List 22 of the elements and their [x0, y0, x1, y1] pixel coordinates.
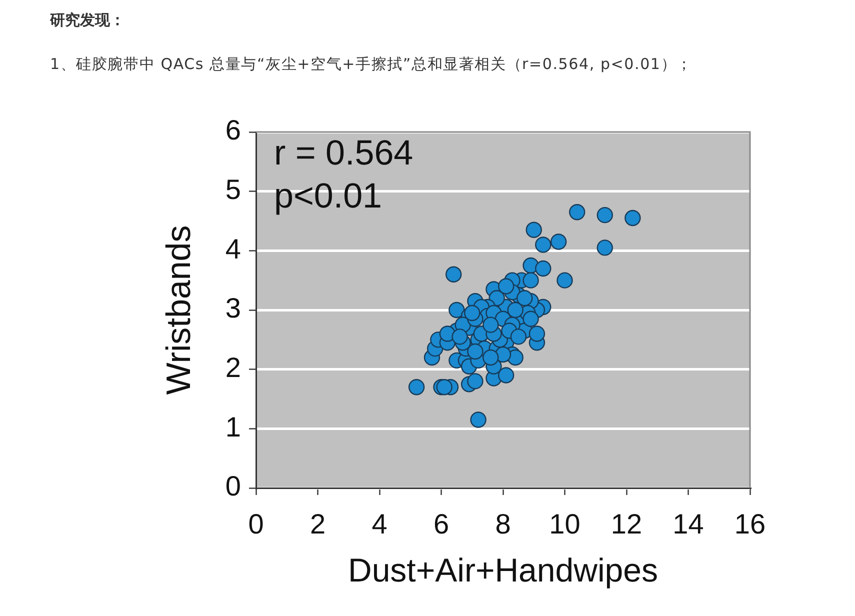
y-tick-label: 5 — [225, 174, 241, 206]
y-tick-label: 3 — [225, 292, 241, 324]
annotation: r = 0.564 — [274, 134, 414, 173]
y-tick-label: 6 — [225, 114, 241, 146]
x-tick-label: 12 — [610, 508, 642, 540]
y-tick-label: 0 — [225, 470, 241, 502]
x-tick-label: 8 — [495, 508, 511, 540]
y-tick-label: 2 — [225, 352, 241, 384]
text: 研究发现： — [50, 11, 125, 30]
x-tick-label: 6 — [433, 508, 450, 540]
x-tick-label: 10 — [549, 508, 580, 540]
y-axis-title: Wristbands — [160, 225, 198, 395]
chart-subtitle: 1、硅胶腕带中 QACs 总量与“灰尘+空气+手擦拭”总和显著相关（r=0.564, p<0.01）； — [50, 55, 692, 74]
x-tick-label: 16 — [734, 508, 766, 540]
y-tick-label: 1 — [225, 411, 241, 442]
x-tick-label: 14 — [672, 508, 704, 540]
x-tick-label: 0 — [248, 508, 264, 540]
annotation: p<0.01 — [274, 176, 382, 216]
x-tick-label: 2 — [310, 508, 326, 540]
x-axis-title: Dust+Air+Handwipes — [348, 551, 658, 588]
y-tick-label: 4 — [225, 233, 241, 264]
x-tick-label: 4 — [372, 508, 388, 540]
